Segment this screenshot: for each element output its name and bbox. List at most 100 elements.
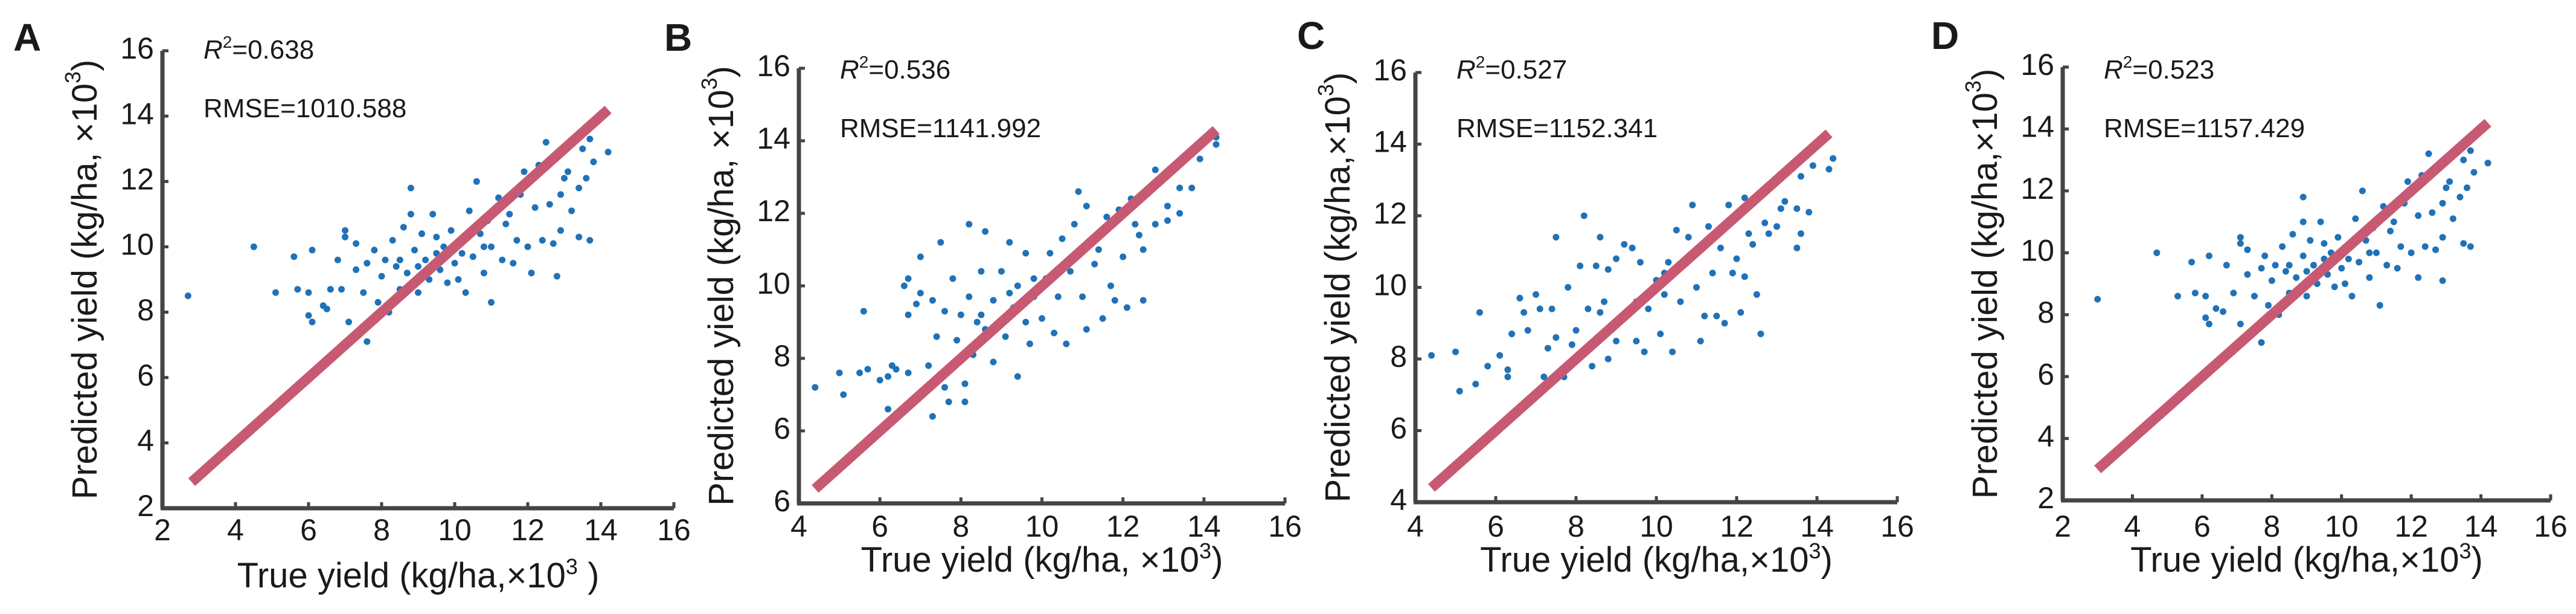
data-point <box>2289 231 2296 238</box>
x-tick-label: 10 <box>1025 509 1059 543</box>
rmse-annotation: RMSE=1157.429 <box>2104 114 2305 143</box>
data-point <box>2094 296 2101 303</box>
data-point <box>1717 244 1724 251</box>
x-tick-label: 8 <box>952 509 969 543</box>
data-point <box>978 311 985 318</box>
x-tick-label: 2 <box>154 513 171 547</box>
r2-value: 0.638 <box>248 35 314 65</box>
data-point <box>1713 312 1720 320</box>
x-tick-label: 14 <box>584 513 618 547</box>
data-point <box>389 237 396 244</box>
data-point <box>917 253 924 260</box>
x-axis-label-exponent: 3 <box>566 554 578 579</box>
data-point <box>885 373 892 380</box>
data-point <box>583 175 590 182</box>
data-point <box>1597 234 1604 241</box>
data-point <box>345 318 352 326</box>
data-point <box>1809 162 1816 169</box>
data-point <box>480 270 487 277</box>
data-point <box>1765 230 1772 238</box>
data-point <box>557 191 564 198</box>
y-tick-label: 4 <box>1390 483 1407 517</box>
data-point <box>1741 273 1748 280</box>
data-point <box>2446 178 2453 185</box>
data-point <box>415 289 421 296</box>
rmse-label: RMSE <box>203 94 280 123</box>
data-point <box>1777 205 1784 212</box>
data-point <box>1083 326 1090 333</box>
data-point <box>444 279 451 286</box>
y-axis-label-text: Predicted yield (kg/ha,×10 <box>1966 92 2005 499</box>
data-point <box>575 233 583 241</box>
data-point <box>1604 355 1612 363</box>
equals-sign: = <box>868 55 884 85</box>
equals-sign: = <box>232 35 248 65</box>
data-point <box>2460 240 2467 247</box>
r2-symbol: R <box>840 55 859 85</box>
y-tick-label: 10 <box>120 228 154 262</box>
data-point <box>1063 340 1070 347</box>
data-point <box>2421 243 2429 250</box>
data-point <box>2261 252 2269 259</box>
data-point <box>2383 262 2391 269</box>
data-point <box>966 293 973 300</box>
data-point <box>364 260 371 267</box>
data-point <box>953 337 961 344</box>
data-point <box>1496 352 1504 359</box>
x-tick-label: 4 <box>790 509 807 543</box>
data-point <box>1164 202 1171 210</box>
data-point <box>309 318 316 326</box>
x-tick-label: 14 <box>1187 509 1221 543</box>
data-point <box>2251 292 2258 300</box>
identity-line <box>188 105 612 486</box>
data-point <box>1633 337 1640 344</box>
data-point <box>1188 184 1196 192</box>
data-point <box>2334 234 2342 241</box>
data-point <box>1745 230 1752 238</box>
data-point <box>978 268 985 275</box>
data-point <box>2352 215 2359 222</box>
data-point <box>1152 221 1159 228</box>
x-axis-label-close: ) <box>578 556 599 595</box>
data-point <box>2153 249 2161 256</box>
x-tick-label: 16 <box>657 513 691 547</box>
r2-value: 0.527 <box>1501 55 1567 85</box>
data-point <box>272 289 279 296</box>
data-point <box>1592 262 1600 270</box>
x-axis-label-close: ) <box>1821 540 1833 580</box>
x-axis-label-close: ) <box>1211 540 1223 580</box>
data-point <box>1565 284 1572 291</box>
data-point <box>1709 270 1716 277</box>
data-point <box>966 221 973 228</box>
y-tick-label: 10 <box>1373 268 1407 302</box>
x-tick-label: 16 <box>2534 509 2568 543</box>
x-axis-label-text: True yield (kg/ha,×10 <box>237 556 566 595</box>
data-point <box>2317 218 2324 225</box>
identity-line <box>1427 129 1833 492</box>
data-point <box>1132 221 1139 228</box>
data-point <box>1601 298 1608 305</box>
data-point <box>488 299 495 306</box>
data-point <box>342 233 348 241</box>
data-point <box>2237 320 2244 328</box>
data-point <box>411 247 418 254</box>
data-point <box>1597 309 1604 316</box>
data-point <box>521 168 528 175</box>
x-axis-label: True yield (kg/ha,×103 ) <box>237 554 600 595</box>
data-point <box>604 149 612 156</box>
data-point <box>860 308 867 315</box>
data-point <box>1476 309 1483 316</box>
data-point <box>403 270 411 277</box>
data-point <box>1456 387 1463 395</box>
data-point <box>575 184 583 192</box>
data-point <box>1753 291 1760 298</box>
data-point <box>2237 234 2244 241</box>
data-point <box>447 227 455 234</box>
r2-value: 0.523 <box>2148 55 2214 85</box>
data-point <box>1067 268 1074 275</box>
data-point <box>864 366 871 373</box>
data-point <box>1039 315 1045 322</box>
